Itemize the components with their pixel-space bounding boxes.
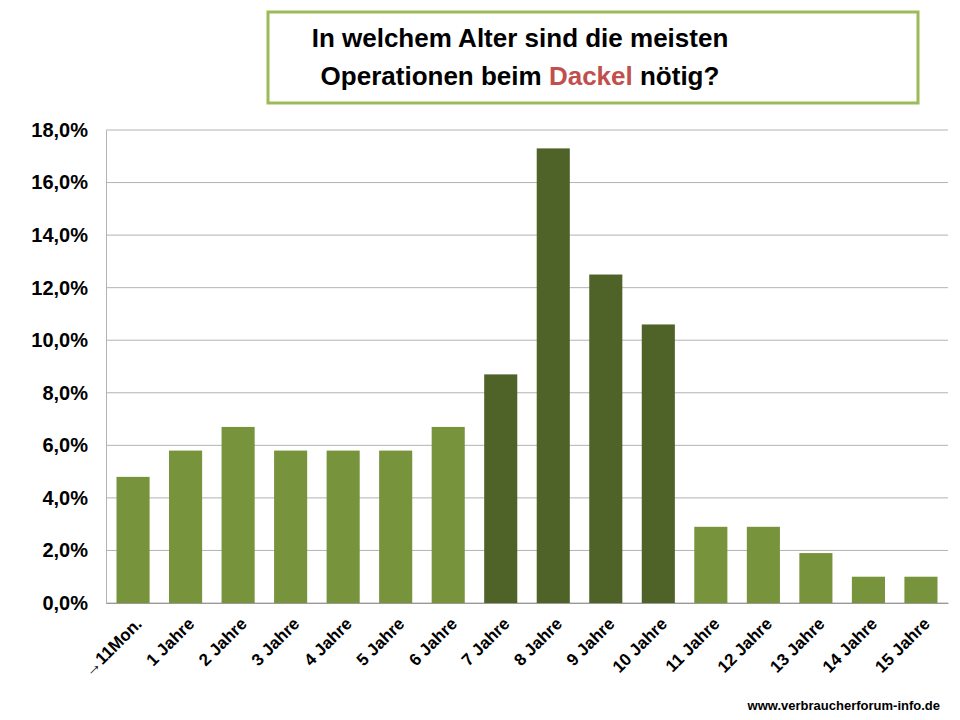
x-tick-label: 14 Jahre [819, 614, 881, 676]
x-tick: 12 Jahre [714, 603, 776, 676]
title-box: In welchem Alter sind die meisten Operati… [268, 12, 918, 103]
x-tick: →11Mon. [80, 603, 146, 680]
x-axis: →11Mon.1 Jahre2 Jahre3 Jahre4 Jahre5 Jah… [80, 603, 949, 680]
grid-line [106, 182, 948, 183]
bar [747, 527, 780, 603]
y-axis: 0,0% 2,0% 4,0% 6,0% 8,0% 10,0% 12,0% 14,0% 16,0%… [31, 119, 106, 614]
grid-line [106, 130, 948, 131]
x-tick: 1 Jahre [143, 603, 199, 670]
x-tick: 13 Jahre [766, 603, 828, 676]
grid-line [106, 287, 948, 288]
bar [222, 427, 255, 603]
y-tick-label: 4,0% [42, 487, 88, 509]
x-tick: 2 Jahre [195, 603, 251, 670]
title-line: Operationen beim Dackel nötig? [321, 61, 720, 91]
x-tick-label: 5 Jahre [353, 614, 409, 670]
x-tick-label: 10 Jahre [609, 614, 671, 676]
bar [484, 374, 517, 603]
bar [694, 527, 727, 603]
y-tick: 6,0% [42, 434, 106, 456]
y-tick-label: 6,0% [42, 434, 88, 456]
y-tick: 4,0% [42, 487, 106, 509]
x-tick: 10 Jahre [609, 603, 671, 676]
x-tick-label: 12 Jahre [714, 614, 776, 676]
bar [379, 451, 412, 603]
x-tick-label: 8 Jahre [510, 614, 566, 670]
x-tick-label: 4 Jahre [300, 614, 356, 670]
x-tick: 9 Jahre [563, 603, 619, 670]
x-tick-label: 15 Jahre [871, 614, 933, 676]
bar [642, 324, 675, 603]
x-tick: 14 Jahre [819, 603, 881, 676]
y-tick-label: 2,0% [42, 539, 88, 561]
y-tick: 12,0% [31, 277, 106, 299]
title-word: Operationen [321, 61, 474, 91]
y-tick-label: 12,0% [31, 277, 88, 299]
bar [117, 477, 150, 603]
title-word: Alter [452, 23, 518, 53]
x-tick: 5 Jahre [353, 603, 409, 670]
bars [117, 148, 938, 603]
x-tick-label: 6 Jahre [405, 614, 461, 670]
bar [432, 427, 465, 603]
y-tick: 16,0% [31, 171, 106, 193]
title-word: welchem [335, 23, 452, 53]
title-line: In welchem Alter sind die meisten [312, 23, 729, 53]
x-tick-label: 7 Jahre [458, 614, 514, 670]
x-tick: 4 Jahre [300, 603, 356, 670]
y-tick-label: 14,0% [31, 224, 88, 246]
bar [274, 451, 307, 603]
x-tick-label: →11Mon. [80, 614, 146, 680]
y-tick-label: 10,0% [31, 329, 88, 351]
title-word: Dackel [542, 61, 633, 91]
title-word: die [578, 23, 623, 53]
bar [799, 553, 832, 603]
y-tick-label: 18,0% [31, 119, 88, 141]
grid [106, 130, 948, 603]
title-word: In [312, 23, 335, 53]
x-tick: 7 Jahre [458, 603, 514, 670]
x-tick-label: 1 Jahre [143, 614, 199, 670]
y-tick-label: 0,0% [42, 592, 88, 614]
x-tick: 6 Jahre [405, 603, 461, 670]
grid-line [106, 392, 948, 393]
bar [169, 451, 202, 603]
bar [852, 577, 885, 603]
title-word: sind [517, 23, 578, 53]
grid-line [106, 340, 948, 341]
bar [537, 148, 570, 603]
x-tick: 3 Jahre [248, 603, 304, 670]
y-tick: 8,0% [42, 382, 106, 404]
bar [589, 275, 622, 603]
bar [904, 577, 937, 603]
x-tick-label: 2 Jahre [195, 614, 251, 670]
x-tick: 15 Jahre [871, 603, 933, 676]
grid-line [106, 235, 948, 236]
y-tick: 18,0% [31, 119, 106, 141]
x-tick: 8 Jahre [510, 603, 566, 670]
chart: In welchem Alter sind die meisten Operati… [0, 0, 960, 720]
title: In welchem Alter sind die meisten Operati… [312, 23, 729, 91]
title-word: meisten [623, 23, 729, 53]
title-frame [268, 12, 918, 103]
y-tick-label: 16,0% [31, 171, 88, 193]
title-word: nötig? [633, 61, 720, 91]
x-axis-line [107, 603, 949, 604]
bar [327, 451, 360, 603]
x-tick-label: 11 Jahre [662, 614, 724, 676]
x-tick-label: 13 Jahre [766, 614, 828, 676]
y-tick: 2,0% [42, 539, 106, 561]
y-tick: 10,0% [31, 329, 106, 351]
y-tick: 0,0% [42, 592, 106, 614]
title-word: beim [474, 61, 542, 91]
y-tick-label: 8,0% [42, 382, 88, 404]
y-axis-line [106, 131, 107, 604]
y-tick: 14,0% [31, 224, 106, 246]
x-tick-label: 3 Jahre [248, 614, 304, 670]
annotation: www.verbraucherforum-info.de [747, 698, 940, 713]
